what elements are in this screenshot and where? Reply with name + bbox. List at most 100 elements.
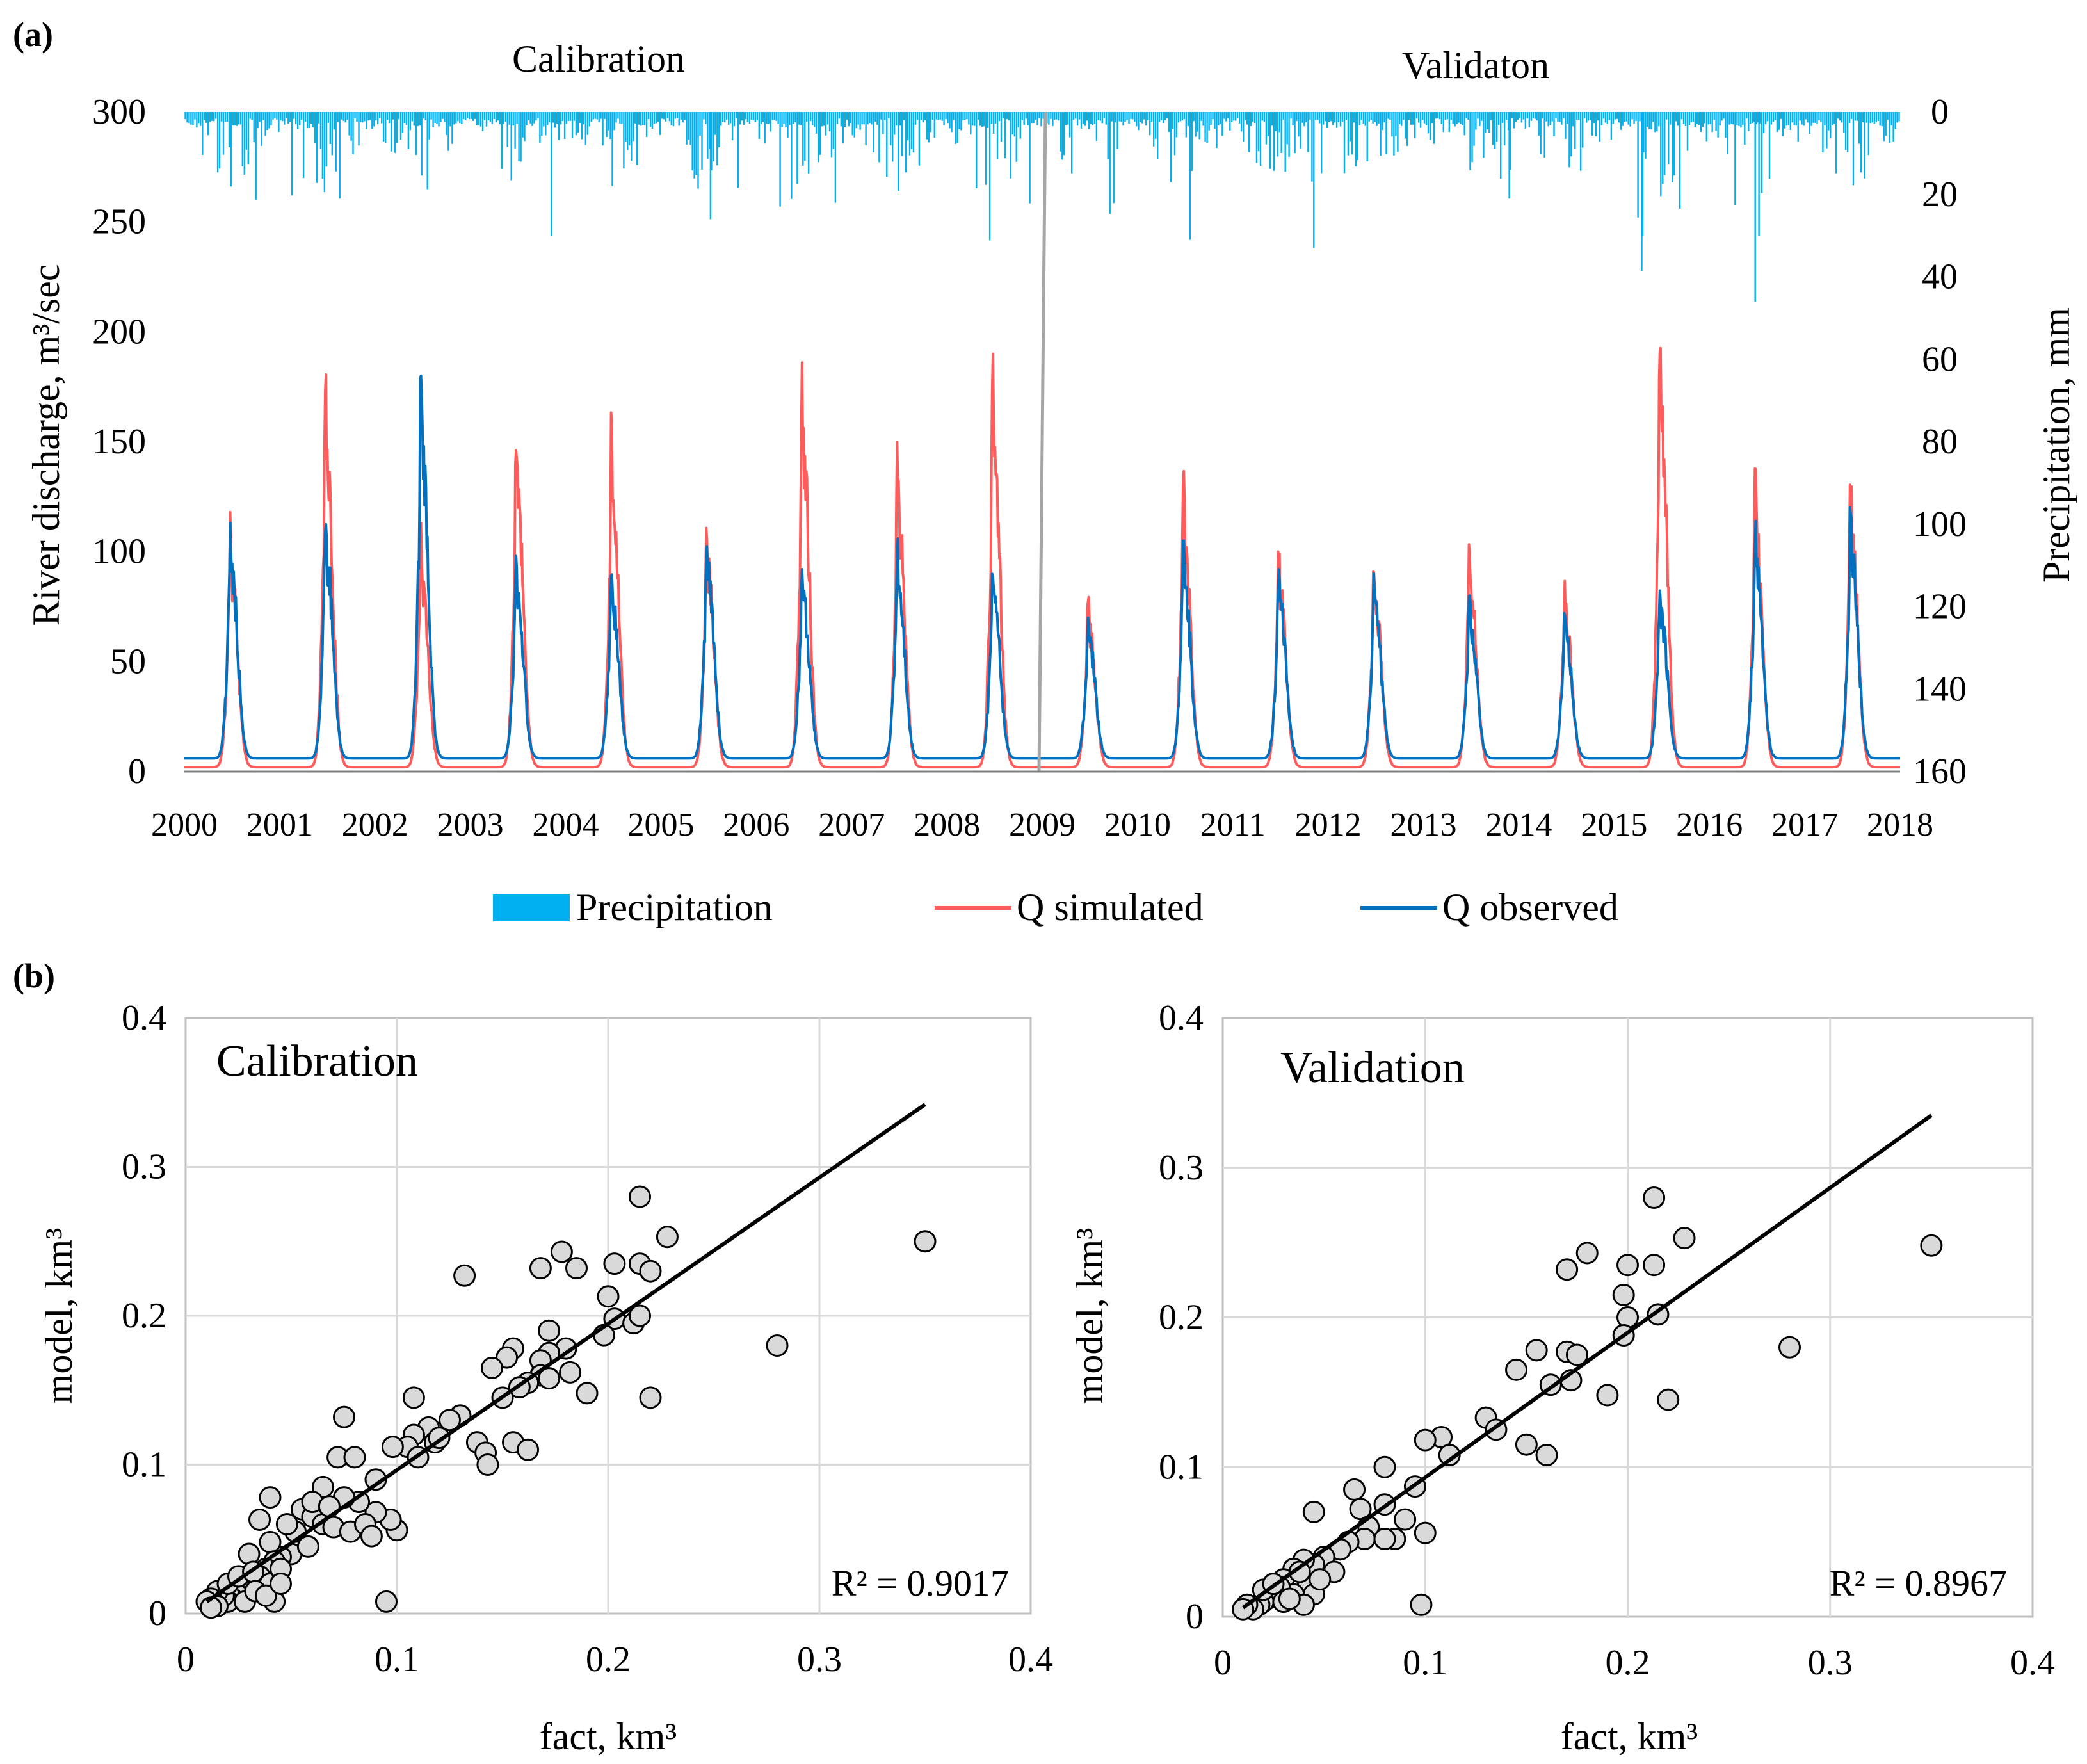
- data-point: [259, 1530, 282, 1553]
- data-point: [766, 1334, 789, 1357]
- calibration-validation-split-line: [1037, 111, 1047, 772]
- data-point: [360, 1525, 383, 1548]
- y2-tick-label: 100: [1913, 505, 1967, 544]
- x-tick-label: 2014: [1485, 807, 1552, 843]
- data-point: [656, 1226, 679, 1249]
- x-tick-label: 2015: [1581, 807, 1647, 843]
- data-point: [1575, 1242, 1599, 1265]
- y-tick-label: 100: [92, 532, 146, 572]
- x-tick-label: 2011: [1200, 807, 1266, 843]
- data-point: [296, 1535, 319, 1558]
- x-tick-label: 0.2: [1606, 1643, 1650, 1683]
- x-tick-label: 2005: [627, 807, 694, 843]
- data-point: [1414, 1428, 1437, 1452]
- x-axis-label: fact, km³: [540, 1715, 677, 1758]
- data-point: [1410, 1593, 1433, 1616]
- chart-title: Calibration: [216, 1037, 418, 1086]
- data-point: [576, 1382, 599, 1405]
- r-squared-label: R² = 0.9017: [832, 1562, 1009, 1604]
- data-point: [254, 1584, 277, 1607]
- x-tick-label: 0.1: [375, 1640, 419, 1679]
- y2-axis-label: Precipitation, mm: [2035, 307, 2077, 583]
- y2-tick-label: 80: [1922, 422, 1958, 462]
- x-axis-label: fact, km³: [1561, 1715, 1698, 1758]
- data-point: [1414, 1521, 1437, 1544]
- y-tick-label: 0.1: [122, 1445, 166, 1485]
- x-tick-label: 2006: [723, 807, 789, 843]
- validation-subtitle: Validaton: [1402, 44, 1549, 86]
- x-tick-label: 2010: [1104, 807, 1171, 843]
- x-tick-label: 2018: [1867, 807, 1933, 843]
- data-point: [1920, 1234, 1943, 1257]
- data-point: [559, 1361, 582, 1384]
- y-axis-label: River discharge, m³/sec: [25, 264, 67, 626]
- data-point: [639, 1386, 662, 1409]
- y-tick-label: 0.2: [1159, 1298, 1204, 1338]
- hydrograph-chart: 2000 2001 2002 2003 2004 2005 2006 2007 2008 2009…: [25, 38, 2077, 928]
- y-tick-label: 0.3: [122, 1147, 166, 1187]
- data-point: [343, 1446, 366, 1469]
- y-tick-label: 0.3: [1159, 1148, 1204, 1188]
- data-point: [481, 1356, 503, 1379]
- y-tick-label: 0.4: [122, 998, 166, 1038]
- x-tick-label: 2016: [1676, 807, 1743, 843]
- x-tick-label: 2009: [1009, 807, 1076, 843]
- data-point: [1278, 1587, 1301, 1610]
- data-point: [270, 1573, 292, 1595]
- data-point: [603, 1252, 626, 1275]
- data-point: [439, 1409, 461, 1432]
- y-axis-label: model, km³: [38, 1228, 80, 1404]
- data-point: [1525, 1339, 1548, 1362]
- legend-precipitation-label: Precipitation: [576, 886, 773, 928]
- data-point: [402, 1386, 425, 1409]
- data-point: [1616, 1254, 1639, 1277]
- precipitation-bars: [184, 112, 1900, 302]
- y2-tick-label: 0: [1931, 92, 1949, 132]
- y2-tick-label: 140: [1913, 669, 1967, 709]
- x-tick-label: 2013: [1390, 807, 1457, 843]
- data-point: [476, 1453, 499, 1476]
- data-point: [565, 1257, 588, 1280]
- x-tick-label: 2000: [151, 807, 218, 843]
- data-point: [639, 1259, 662, 1283]
- calibration-scatter-chart: 00 0.1 0.1 0.2 0.2 0.3 0.3 0.4 0.4 Calibration R…: [38, 998, 1053, 1758]
- y2-tick-label: 40: [1922, 257, 1958, 297]
- data-point: [1616, 1306, 1639, 1329]
- y-tick-label: 150: [92, 422, 146, 462]
- data-point: [248, 1509, 271, 1532]
- validation-scatter-chart: 00 0.1 0.1 0.2 0.2 0.3 0.3 0.4 0.4 Validation R²…: [1068, 998, 2055, 1758]
- x-tick-label: 2007: [818, 807, 885, 843]
- y-tick-label: 300: [92, 92, 146, 132]
- legend-simulated-label: Q simulated: [1017, 886, 1204, 928]
- y-tick-label: 250: [92, 202, 146, 242]
- data-point: [1778, 1336, 1801, 1359]
- q-observed-line: [184, 374, 1901, 760]
- x-tick-label: 2003: [437, 807, 504, 843]
- x-tick-label: 0.3: [1808, 1643, 1853, 1683]
- data-point: [597, 1285, 620, 1308]
- y2-tick-label: 120: [1913, 587, 1967, 627]
- data-point: [1596, 1384, 1619, 1407]
- x-tick-label: 0.4: [1008, 1640, 1053, 1679]
- data-point: [1309, 1568, 1332, 1591]
- q-observed-series: [184, 374, 1901, 760]
- scatter-points: [1232, 1186, 1943, 1621]
- data-point: [538, 1367, 561, 1390]
- x-tick-label: 2008: [914, 807, 980, 843]
- x-tick-label: 2012: [1295, 807, 1362, 843]
- precipitation-bars-path: [184, 112, 1900, 302]
- data-point: [1373, 1455, 1396, 1478]
- y-tick-label: 0.4: [1159, 998, 1204, 1038]
- data-point: [1657, 1388, 1680, 1411]
- data-point: [629, 1185, 651, 1208]
- legend: Precipitation Q simulated Q observed: [493, 886, 1618, 928]
- data-point: [1438, 1444, 1461, 1467]
- x-tick-label: 0: [1214, 1643, 1232, 1683]
- data-point: [1343, 1478, 1366, 1501]
- data-point: [1302, 1500, 1325, 1523]
- calibration-subtitle: Calibration: [512, 38, 685, 80]
- panel-a-label: (a): [13, 15, 53, 54]
- x-tick-label: 2004: [533, 807, 599, 843]
- trendline: [1241, 1113, 1933, 1610]
